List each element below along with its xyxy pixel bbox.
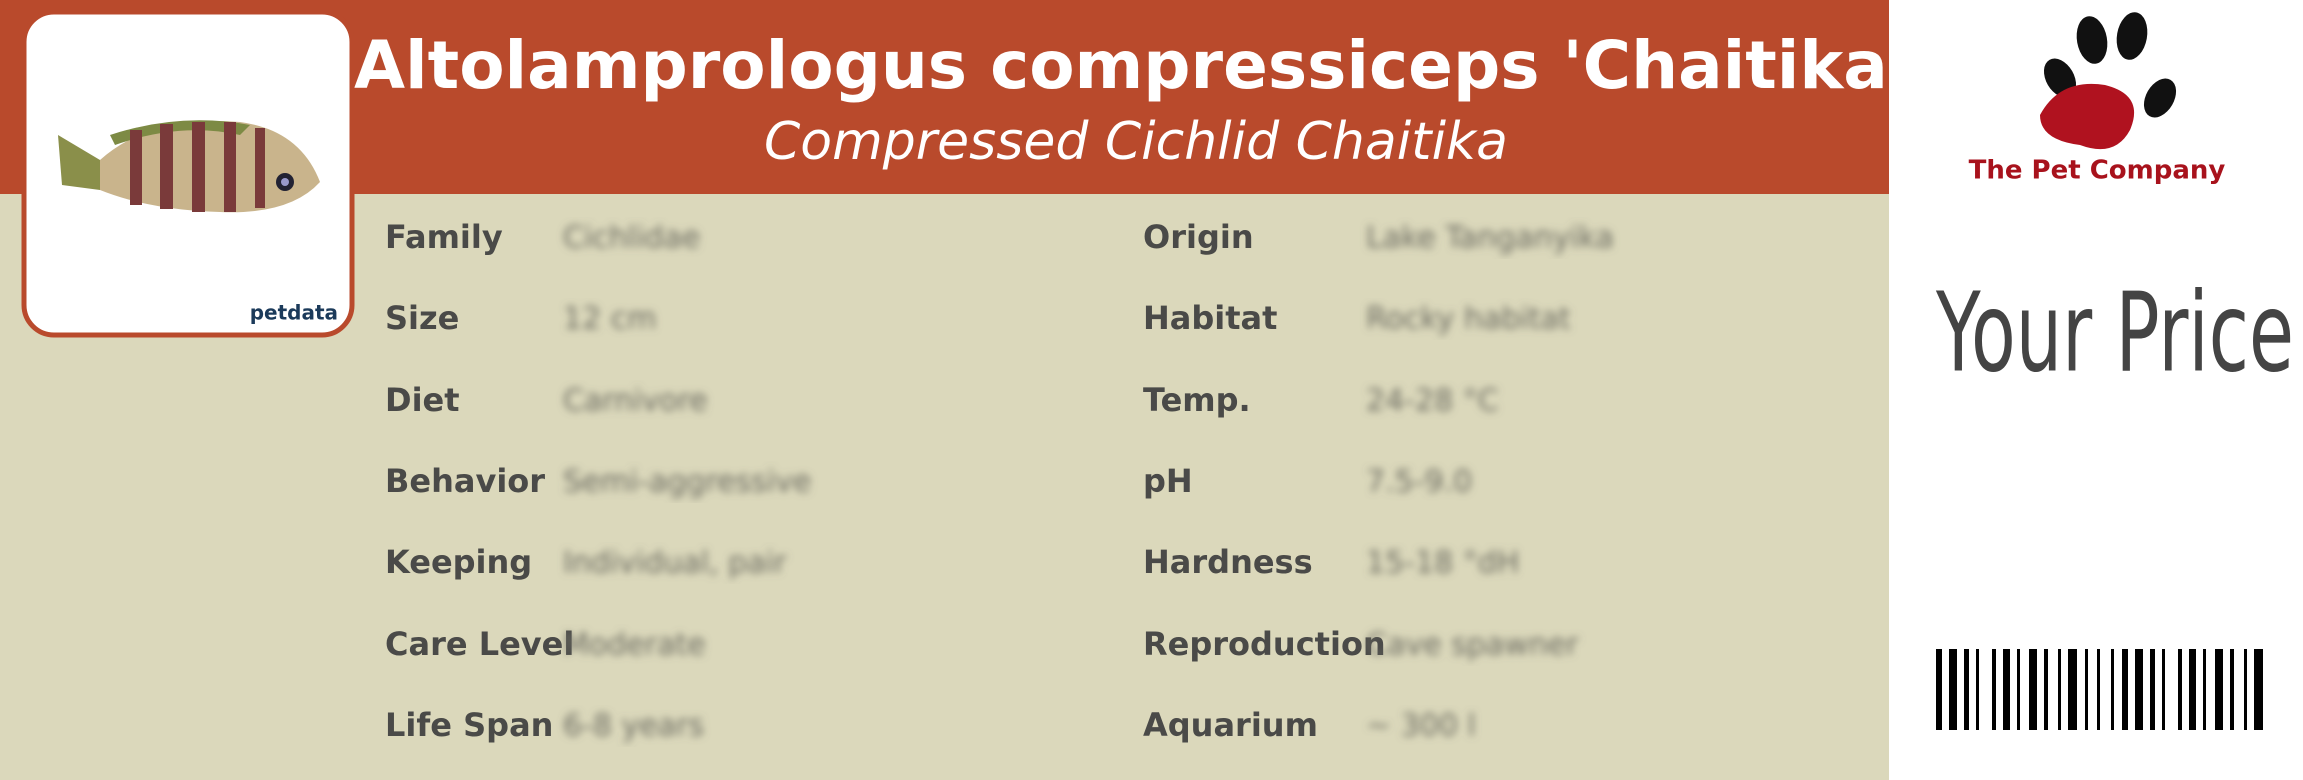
fact-label: Care Level bbox=[385, 625, 574, 663]
facts-table: Family Cichlidae Size 12 cm Diet Carnivore Beh… bbox=[385, 218, 1614, 744]
fact-value: 6-8 years bbox=[563, 709, 704, 744]
fact-label: Habitat bbox=[1143, 299, 1277, 337]
barcode-bar bbox=[1992, 649, 1996, 730]
barcode-bar bbox=[2003, 649, 2010, 730]
price-label: Your Price bbox=[1935, 268, 2294, 396]
fact-value: ~ 300 l bbox=[1366, 709, 1476, 744]
fact-value: Rocky habitat bbox=[1366, 302, 1571, 337]
fact-label: Behavior bbox=[385, 462, 545, 500]
fact-label: Family bbox=[385, 218, 503, 256]
fact-value: Lake Tanganyika bbox=[1366, 221, 1614, 256]
fact-value: 24-28 °C bbox=[1366, 384, 1499, 419]
fact-value: Carnivore bbox=[563, 384, 708, 419]
barcode-bar bbox=[2111, 649, 2114, 730]
barcode-bar bbox=[2097, 649, 2100, 730]
barcode-bar bbox=[2244, 649, 2247, 730]
fact-label: Keeping bbox=[385, 543, 532, 581]
fact-value: Moderate bbox=[563, 628, 706, 663]
barcode-bar bbox=[2058, 649, 2061, 730]
image-credit: petdata bbox=[250, 301, 338, 325]
fact-value: Individual, pair bbox=[563, 546, 787, 581]
barcode-bar bbox=[1976, 649, 1979, 730]
fact-value: Semi-aggressive bbox=[563, 465, 811, 500]
barcode-bar bbox=[2162, 649, 2165, 730]
fact-label: Life Span bbox=[385, 706, 553, 744]
fact-value: 15-18 °dH bbox=[1366, 546, 1519, 581]
photo-card: petdata bbox=[21, 9, 355, 338]
barcode-bar bbox=[2150, 649, 2155, 730]
title: Altolamprologus compressiceps 'Chaitika' bbox=[354, 27, 1908, 104]
barcode-bar bbox=[2068, 649, 2077, 730]
barcode-bar bbox=[2135, 649, 2143, 730]
fact-value: 12 cm bbox=[563, 302, 656, 337]
barcode-bar bbox=[1949, 649, 1957, 730]
barcode-bar bbox=[2044, 649, 2048, 730]
barcode-bar bbox=[2029, 649, 2037, 730]
barcode-bar bbox=[2178, 649, 2182, 730]
paw-logo bbox=[2040, 12, 2177, 150]
barcode bbox=[1936, 649, 2263, 730]
fact-label: Size bbox=[385, 299, 459, 337]
fact-label: Temp. bbox=[1143, 381, 1251, 419]
barcode-bar bbox=[2254, 649, 2263, 730]
fact-label: pH bbox=[1143, 462, 1193, 500]
fact-value: Cichlidae bbox=[563, 221, 700, 256]
fact-value: 7.5-9.0 bbox=[1366, 465, 1472, 500]
fact-label: Reproduction bbox=[1143, 625, 1386, 663]
subtitle: Compressed Cichlid Chaitika bbox=[764, 112, 1508, 172]
barcode-bar bbox=[2189, 649, 2196, 730]
brand-name: The Pet Company bbox=[1969, 156, 2226, 186]
barcode-bar bbox=[2017, 649, 2020, 730]
fish-illustration bbox=[58, 120, 320, 213]
barcode-bar bbox=[2203, 649, 2206, 730]
fact-label: Origin bbox=[1143, 218, 1254, 256]
barcode-bar bbox=[2230, 649, 2234, 730]
barcode-bar bbox=[2085, 649, 2088, 730]
fact-label: Aquarium bbox=[1143, 706, 1318, 744]
barcode-bar bbox=[2122, 649, 2128, 730]
barcode-bar bbox=[2215, 649, 2223, 730]
barcode-bar bbox=[1936, 649, 1942, 730]
barcode-bar bbox=[1964, 649, 1969, 730]
fact-label: Diet bbox=[385, 381, 460, 419]
fact-value: Cave spawner bbox=[1366, 628, 1579, 663]
fact-label: Hardness bbox=[1143, 543, 1313, 581]
